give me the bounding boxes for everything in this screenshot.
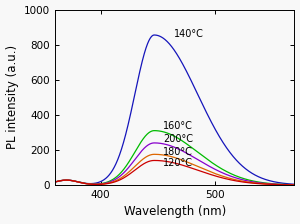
Text: 160°C: 160°C bbox=[164, 121, 193, 131]
Y-axis label: PL intensity (a.u.): PL intensity (a.u.) bbox=[6, 45, 19, 149]
Text: 200°C: 200°C bbox=[164, 134, 194, 144]
Text: 120°C: 120°C bbox=[164, 157, 194, 168]
Text: 140°C: 140°C bbox=[174, 30, 203, 39]
X-axis label: Wavelength (nm): Wavelength (nm) bbox=[124, 205, 226, 218]
Text: 180°C: 180°C bbox=[164, 147, 193, 157]
